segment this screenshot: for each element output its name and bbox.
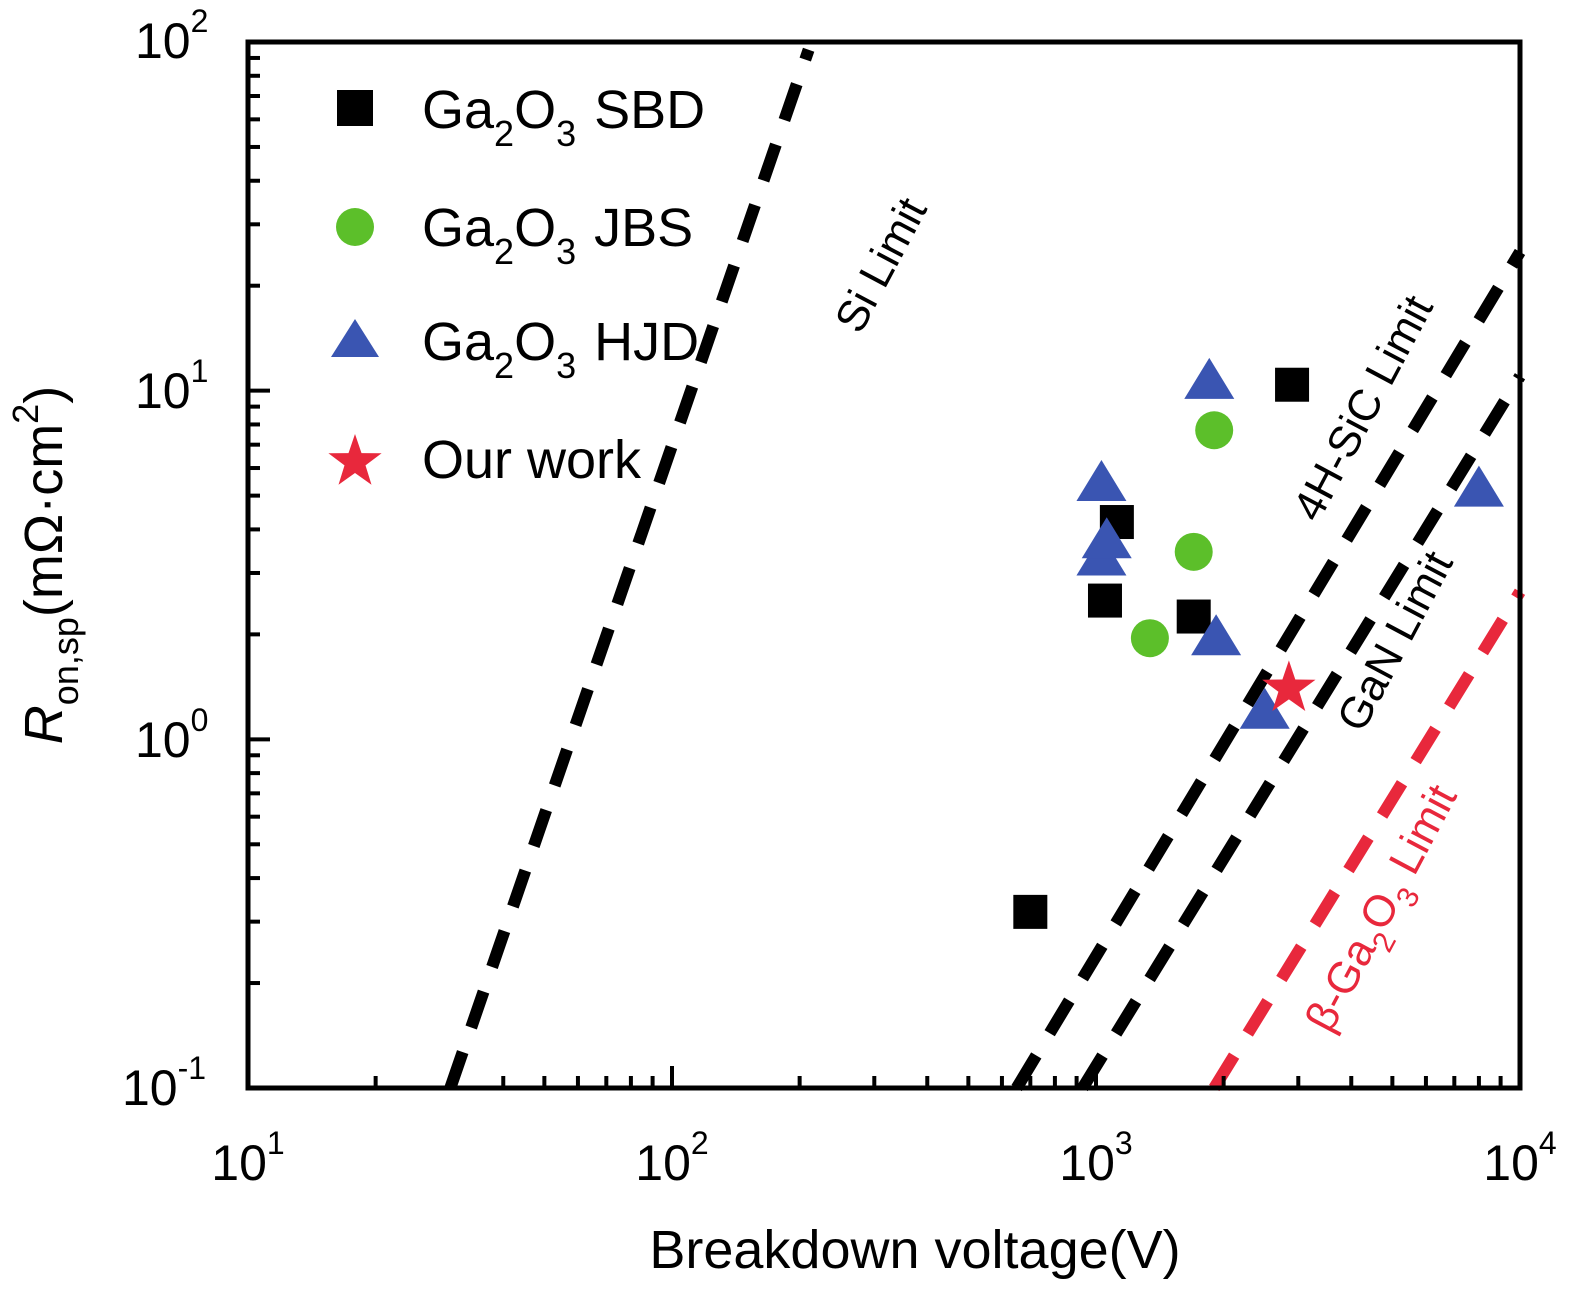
x-tick-label-2: 102 bbox=[635, 1125, 708, 1191]
limit-line-si-limit bbox=[444, 47, 815, 1090]
x-tick-label-4: 104 bbox=[1483, 1125, 1556, 1191]
legend-label-our-work: Our work bbox=[422, 430, 642, 490]
legend-label-sbd: Ga2O3 SBD bbox=[422, 80, 705, 154]
y-tick-label-4: 102 bbox=[135, 3, 208, 69]
sic-limit-label: 4H-SiC Limit bbox=[1284, 288, 1443, 529]
ga2o3-limit-label-c: Limit bbox=[1374, 777, 1467, 893]
si-limit-label: Si Limit bbox=[826, 190, 937, 340]
legend-label-jbs: Ga2O3 JBS bbox=[422, 198, 693, 272]
y-tick-label-2: 100 bbox=[135, 702, 208, 768]
sbd-point bbox=[1275, 367, 1310, 402]
our-work-point bbox=[1262, 660, 1316, 711]
y-axis-title: Ron,sp(mΩ·cm2) bbox=[5, 386, 86, 744]
legend-marker-our-work bbox=[328, 434, 382, 485]
legend-marker-jbs bbox=[336, 208, 374, 246]
hjd-point bbox=[1184, 357, 1235, 399]
limit-line-beta-ga2o3-limit bbox=[1209, 588, 1526, 1092]
limit-line-gan-limit bbox=[1077, 373, 1526, 1092]
legend: Ga2O3 SBD Ga2O3 JBS Ga2O3 HJD Our work bbox=[328, 80, 705, 490]
legend-label-hjd: Ga2O3 HJD bbox=[422, 312, 699, 386]
hjd-point bbox=[1239, 687, 1290, 729]
plot-frame bbox=[245, 39, 1523, 1091]
jbs-point bbox=[1195, 411, 1234, 450]
jbs-point bbox=[1174, 532, 1213, 571]
legend-marker-hjd bbox=[331, 319, 379, 357]
x-axis-title: Breakdown voltage(V) bbox=[649, 1220, 1180, 1280]
x-tick-label-1: 101 bbox=[211, 1125, 284, 1191]
sbd-point bbox=[1087, 583, 1122, 618]
hjd-point bbox=[1081, 517, 1132, 559]
hjd-point bbox=[1453, 465, 1504, 507]
limit-line-4h-sic-limit bbox=[1011, 248, 1526, 1092]
y-tick-label-3: 101 bbox=[135, 353, 208, 419]
legend-marker-sbd bbox=[337, 90, 373, 126]
y-tick-label-1: 10-1 bbox=[122, 1050, 206, 1116]
jbs-point bbox=[1130, 619, 1169, 658]
sbd-point bbox=[1013, 894, 1048, 929]
hjd-point bbox=[1191, 614, 1242, 656]
x-tick-label-3: 103 bbox=[1059, 1125, 1132, 1191]
hjd-point bbox=[1076, 459, 1127, 501]
sbd-point bbox=[1176, 599, 1211, 634]
